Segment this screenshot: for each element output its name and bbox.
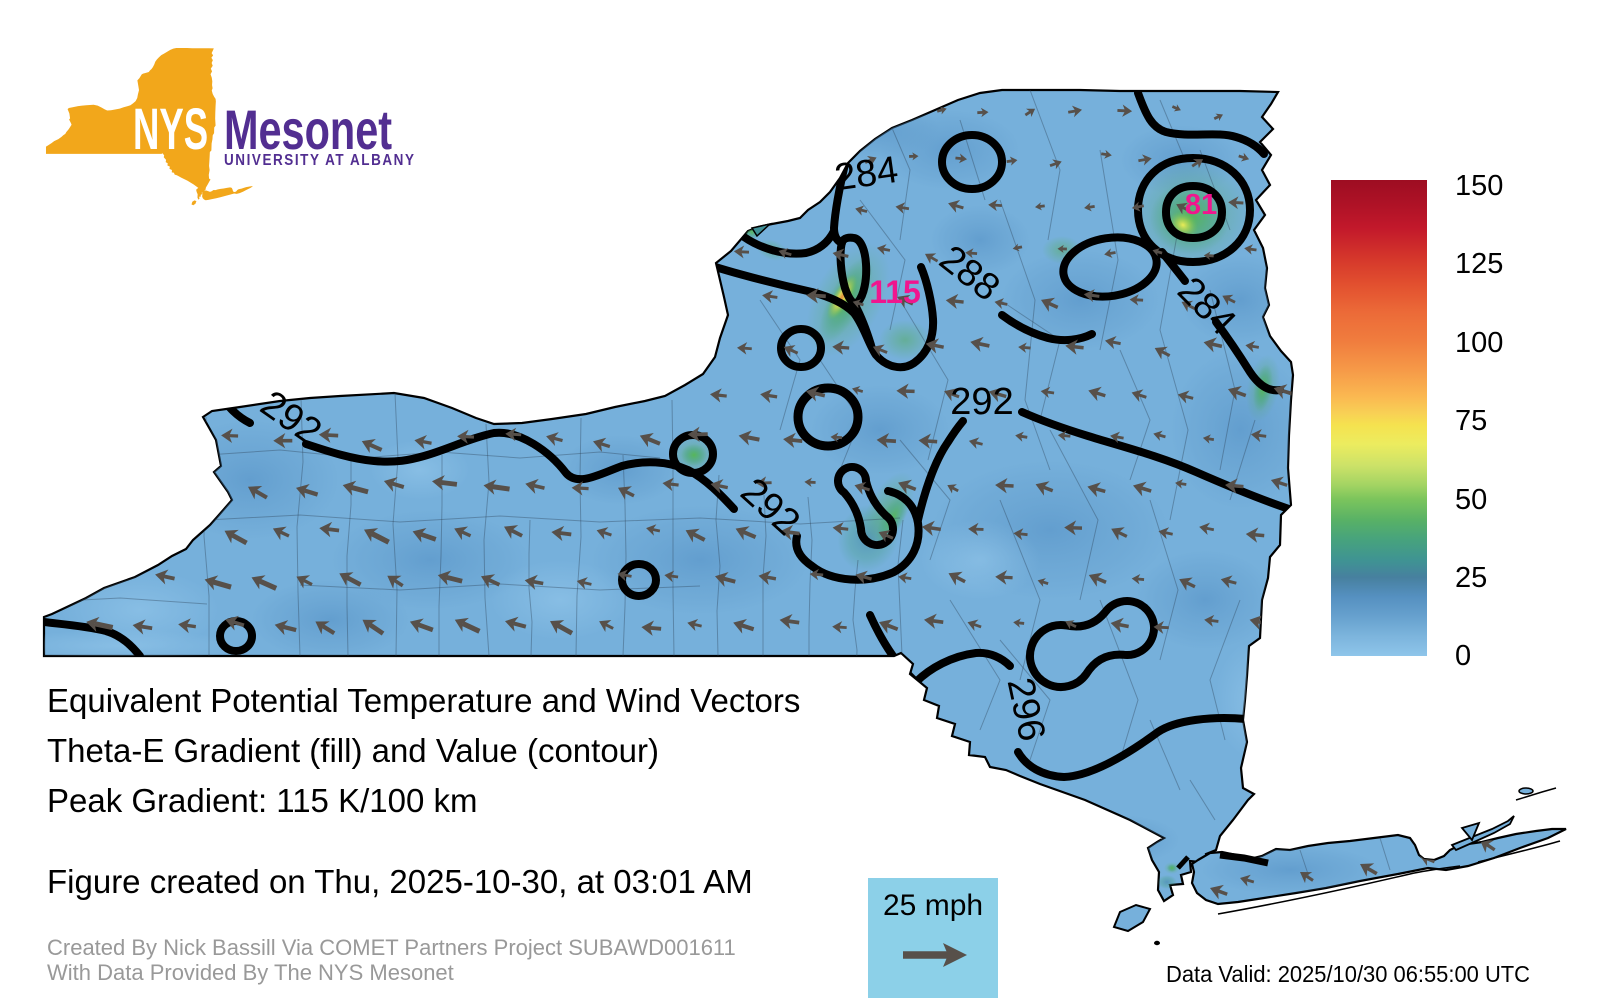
svg-text:100: 100 bbox=[1455, 327, 1503, 359]
svg-text:25: 25 bbox=[1455, 562, 1487, 594]
svg-text:0: 0 bbox=[1455, 640, 1471, 672]
svg-text:Mesonet: Mesonet bbox=[224, 99, 392, 162]
svg-text:75: 75 bbox=[1455, 405, 1487, 437]
svg-text:Equivalent Potential Temperatu: Equivalent Potential Temperature and Win… bbox=[47, 682, 800, 719]
svg-text:Created By Nick Bassill Via CO: Created By Nick Bassill Via COMET Partne… bbox=[47, 935, 736, 960]
svg-text:81: 81 bbox=[1185, 189, 1217, 221]
svg-text:NYS: NYS bbox=[133, 98, 208, 163]
svg-text:Data Valid: 2025/10/30 06:55:0: Data Valid: 2025/10/30 06:55:00 UTC bbox=[1166, 961, 1530, 987]
svg-text:284: 284 bbox=[832, 149, 901, 199]
svg-text:125: 125 bbox=[1455, 248, 1503, 280]
svg-text:With Data Provided By The NYS: With Data Provided By The NYS Mesonet bbox=[47, 960, 454, 985]
svg-text:Theta-E Gradient (fill) and Va: Theta-E Gradient (fill) and Value (conto… bbox=[47, 732, 659, 769]
svg-text:Figure created on Thu, 2025-10: Figure created on Thu, 2025-10-30, at 03… bbox=[47, 863, 753, 900]
svg-text:UNIVERSITY AT ALBANY: UNIVERSITY AT ALBANY bbox=[224, 152, 416, 169]
svg-text:25 mph: 25 mph bbox=[883, 889, 983, 922]
svg-text:115: 115 bbox=[869, 274, 921, 310]
svg-text:50: 50 bbox=[1455, 484, 1487, 516]
svg-text:Peak Gradient: 115 K/100 km: Peak Gradient: 115 K/100 km bbox=[47, 782, 477, 819]
svg-text:292: 292 bbox=[950, 381, 1013, 423]
svg-text:150: 150 bbox=[1455, 170, 1503, 202]
